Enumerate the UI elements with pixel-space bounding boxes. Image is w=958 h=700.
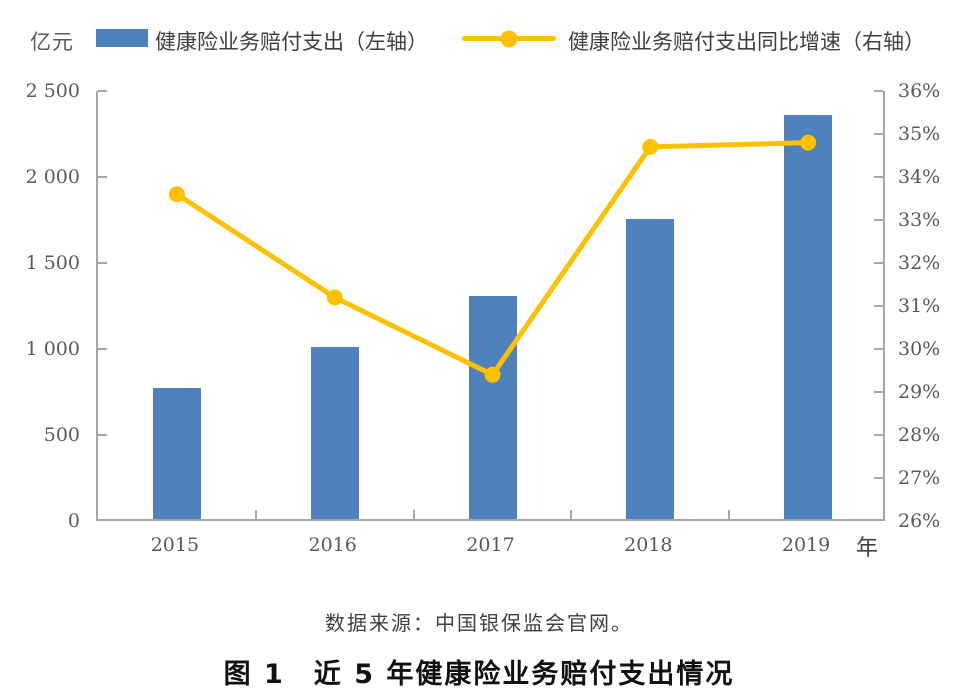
legend-item-bar-label: 健康险业务赔付支出（左轴） bbox=[155, 30, 428, 54]
left-axis-tick-label: 1 000 bbox=[25, 338, 80, 360]
x-axis-unit-label: 年 bbox=[856, 536, 879, 561]
line-point-2019 bbox=[800, 134, 817, 151]
bar-2015 bbox=[152, 387, 201, 519]
bar-2016 bbox=[310, 346, 359, 519]
right-axis-tick-mark bbox=[874, 434, 883, 436]
right-axis-tick-labels: 26% 27% 28% 29% 30% 31% 32% 33% 34% 35% 36% bbox=[898, 81, 958, 532]
right-axis-tick-label: 26% bbox=[898, 510, 941, 532]
plot-area bbox=[96, 90, 885, 521]
left-axis-tick-label: 500 bbox=[43, 424, 80, 446]
right-axis-tick-label: 36% bbox=[898, 80, 941, 102]
right-axis-tick-mark bbox=[874, 176, 883, 178]
left-axis-unit-label: 亿元 bbox=[30, 30, 74, 54]
line-point-2016 bbox=[326, 289, 343, 306]
right-axis-tick-label: 31% bbox=[898, 295, 941, 317]
line-point-2017 bbox=[484, 366, 501, 383]
x-axis-label-2015: 2015 bbox=[150, 534, 200, 556]
x-axis-label-2016: 2016 bbox=[308, 534, 357, 556]
figure-caption: 图 1 近 5 年健康险业务赔付支出情况 bbox=[223, 659, 735, 690]
left-axis-tick-label: 1 500 bbox=[25, 252, 80, 274]
line-point-2015 bbox=[168, 186, 185, 203]
right-axis-tick-mark bbox=[874, 133, 883, 135]
right-axis-tick-label: 33% bbox=[898, 209, 941, 231]
left-axis-tick-labels: 0 500 1 000 1 500 2 000 2 500 bbox=[0, 81, 80, 532]
right-axis-tick-mark bbox=[874, 477, 883, 479]
source-note: 数据来源：中国银保监会官网。 bbox=[325, 611, 633, 635]
left-axis-tick-label: 2 500 bbox=[25, 80, 80, 102]
bar-2017 bbox=[468, 296, 517, 519]
left-axis-tick-label: 2 000 bbox=[25, 166, 80, 188]
bar-legend-swatch-icon bbox=[96, 29, 148, 47]
right-axis-tick-label: 29% bbox=[898, 381, 941, 403]
right-axis-tick-mark bbox=[874, 262, 883, 264]
right-axis-tick-label: 35% bbox=[898, 123, 941, 145]
left-axis-tick-mark bbox=[98, 262, 107, 264]
line-point-2018 bbox=[642, 138, 659, 155]
right-axis-tick-mark bbox=[874, 90, 883, 92]
bar-2019 bbox=[784, 114, 833, 519]
x-axis-tick-labels: 2015 2016 2017 2018 2019 bbox=[96, 534, 885, 560]
left-axis-tick-label: 0 bbox=[67, 510, 80, 532]
line-legend-dot-icon bbox=[500, 30, 518, 47]
right-axis-tick-mark bbox=[874, 219, 883, 221]
x-axis-tick-mark bbox=[728, 510, 731, 519]
right-axis-tick-label: 27% bbox=[898, 467, 941, 489]
right-axis-tick-mark bbox=[874, 348, 883, 350]
x-axis-label-2018: 2018 bbox=[624, 534, 673, 556]
bar-2018 bbox=[626, 219, 675, 519]
right-axis-tick-label: 34% bbox=[898, 166, 941, 188]
growth-rate-polyline bbox=[174, 140, 811, 378]
left-axis-tick-mark bbox=[98, 434, 107, 436]
growth-rate-line bbox=[168, 134, 817, 383]
left-axis-tick-mark bbox=[98, 176, 107, 178]
right-axis-tick-label: 28% bbox=[898, 424, 941, 446]
line-legend-marker-icon bbox=[462, 30, 556, 47]
x-axis-tick-mark bbox=[570, 510, 573, 519]
left-axis-tick-mark bbox=[98, 348, 107, 350]
x-axis-label-2017: 2017 bbox=[466, 534, 515, 556]
right-axis-tick-label: 32% bbox=[898, 252, 941, 274]
left-axis-tick-mark bbox=[98, 90, 107, 92]
right-axis-tick-mark bbox=[874, 305, 883, 307]
right-axis-tick-label: 30% bbox=[898, 338, 941, 360]
x-axis-label-2019: 2019 bbox=[781, 534, 831, 556]
legend-item-line-label: 健康险业务赔付支出同比增速（右轴） bbox=[568, 30, 925, 54]
x-axis-tick-mark bbox=[412, 510, 415, 519]
x-axis-tick-mark bbox=[254, 510, 257, 519]
right-axis-tick-mark bbox=[874, 391, 883, 393]
